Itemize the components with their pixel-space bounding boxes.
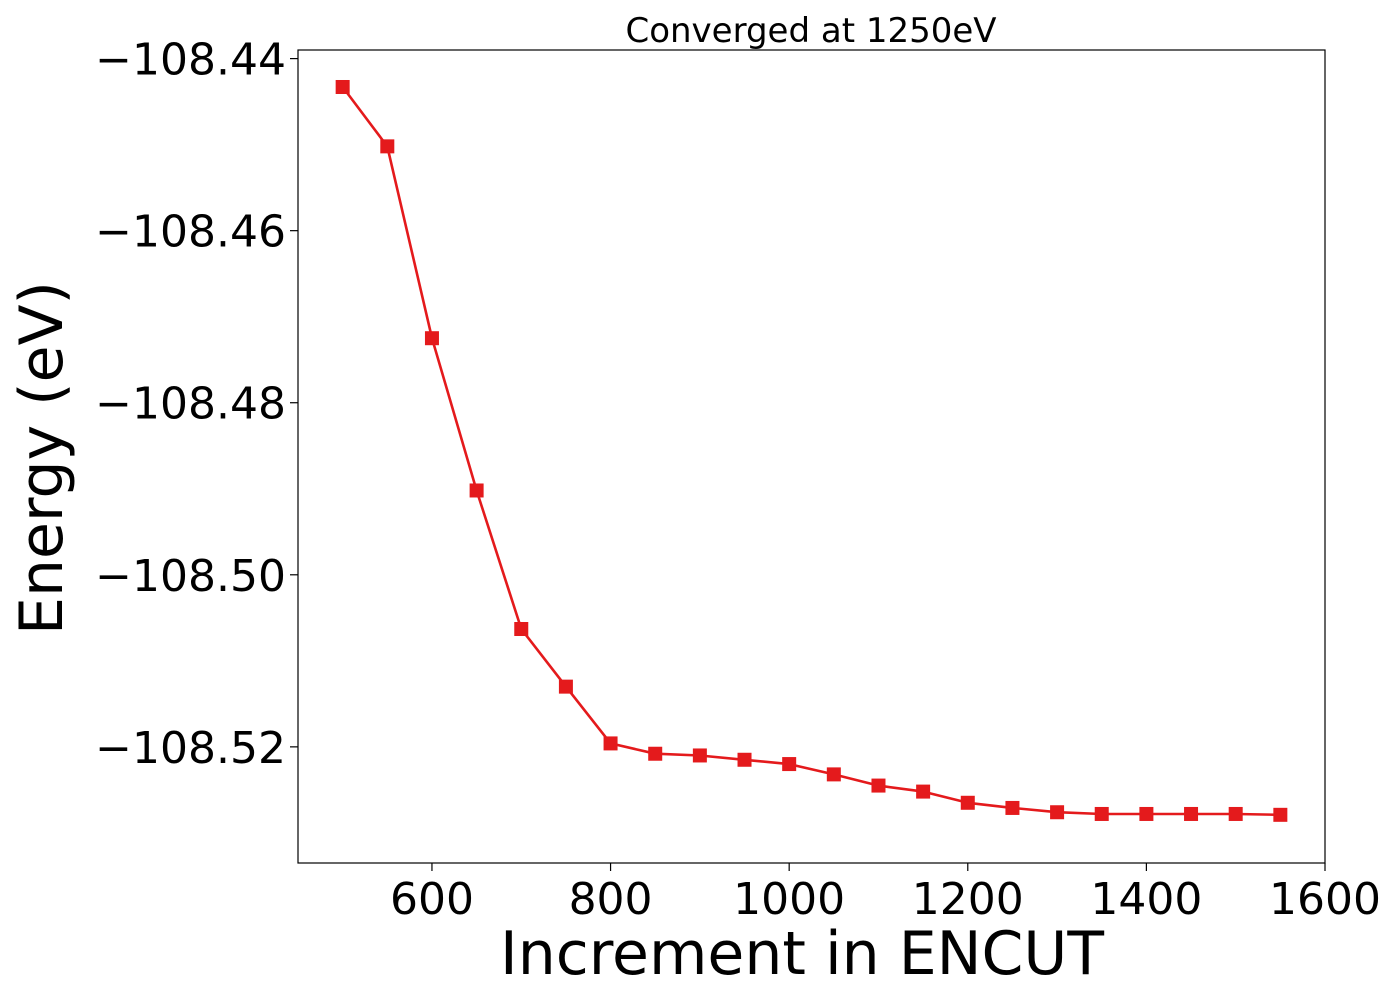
data-point-marker xyxy=(1005,800,1020,815)
data-point-marker xyxy=(469,483,484,498)
data-point-marker xyxy=(424,331,439,346)
x-tick-label: 800 xyxy=(569,874,653,925)
data-point-marker xyxy=(916,784,931,799)
data-point-marker xyxy=(1050,805,1065,820)
data-point-marker xyxy=(960,795,975,810)
data-point-marker xyxy=(737,752,752,767)
data-point-marker xyxy=(1228,806,1243,821)
data-point-marker xyxy=(1273,807,1288,822)
data-point-marker xyxy=(558,679,573,694)
series-layer xyxy=(335,79,1288,822)
data-point-marker xyxy=(826,767,841,782)
data-point-marker xyxy=(380,139,395,154)
y-tick-label: −108.48 xyxy=(95,379,286,430)
plot-area-frame xyxy=(297,49,1326,864)
chart-title: Converged at 1250eV xyxy=(625,11,996,51)
x-axis-label: Increment in ENCUT xyxy=(500,919,1104,989)
x-axis-ticks: 600 800 1000 1200 1400 1600 xyxy=(390,863,1381,925)
y-tick-label: −108.52 xyxy=(95,723,286,774)
data-point-marker xyxy=(603,736,618,751)
data-point-marker xyxy=(335,79,350,94)
data-point-marker xyxy=(782,757,797,772)
x-tick-label: 1600 xyxy=(1269,874,1381,925)
x-tick-label: 1400 xyxy=(1090,874,1202,925)
data-point-marker xyxy=(1184,806,1199,821)
y-axis-ticks: −108.44 −108.46 −108.48 −108.50 −108.52 xyxy=(95,35,298,774)
x-tick-label: 1200 xyxy=(912,874,1024,925)
data-point-marker xyxy=(1139,806,1154,821)
data-point-marker xyxy=(1094,806,1109,821)
y-tick-label: −108.46 xyxy=(95,207,286,258)
x-tick-label: 600 xyxy=(390,874,474,925)
series-line xyxy=(341,86,1281,817)
x-tick-label: 1000 xyxy=(733,874,845,925)
data-point-marker xyxy=(648,746,663,761)
data-point-marker xyxy=(692,748,707,763)
y-axis-label: Energy (eV) xyxy=(7,281,77,635)
y-tick-label: −108.50 xyxy=(95,551,286,602)
data-point-marker xyxy=(514,621,529,636)
data-point-marker xyxy=(871,778,886,793)
y-tick-label: −108.44 xyxy=(95,35,286,86)
